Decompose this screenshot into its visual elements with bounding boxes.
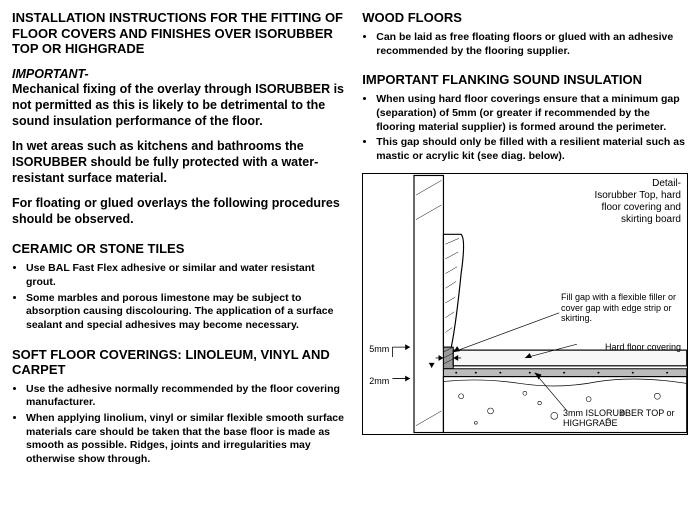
- fill-gap-label: Fill gap with a flexible filler or cover…: [561, 292, 681, 323]
- list-item: Use the adhesive normally recommended by…: [26, 383, 344, 410]
- list-item: When using hard floor coverings ensure t…: [376, 93, 688, 134]
- soft-heading: SOFT FLOOR COVERINGS: LINOLEUM, VINYL AN…: [12, 347, 344, 377]
- main-title: INSTALLATION INSTRUCTIONS FOR THE FITTIN…: [12, 10, 344, 57]
- dim-5mm-label: 5mm: [369, 344, 389, 354]
- list-item: Some marbles and porous limestone may be…: [26, 292, 344, 333]
- list-item: Use BAL Fast Flex adhesive or similar an…: [26, 262, 344, 289]
- isorubber-label: 3mm ISLORUBBER TOP or HIGHGRADE: [563, 409, 683, 429]
- flanking-list: When using hard floor coverings ensure t…: [362, 93, 688, 163]
- ceramic-list: Use BAL Fast Flex adhesive or similar an…: [12, 262, 344, 332]
- wood-heading: WOOD FLOORS: [362, 10, 688, 25]
- list-item: Can be laid as free floating floors or g…: [376, 31, 688, 58]
- ceramic-heading: CERAMIC OR STONE TILES: [12, 241, 344, 256]
- wet-areas-text: In wet areas such as kitchens and bathro…: [12, 139, 344, 186]
- wood-list: Can be laid as free floating floors or g…: [362, 31, 688, 58]
- hard-floor-label: Hard floor covering: [605, 342, 681, 352]
- flanking-heading: IMPORTANT FLANKING SOUND INSULATION: [362, 72, 688, 87]
- dim-2mm-label: 2mm: [369, 376, 389, 386]
- floating-text: For floating or glued overlays the follo…: [12, 196, 344, 227]
- important-label: IMPORTANT-: [12, 67, 89, 81]
- soft-list: Use the adhesive normally recommended by…: [12, 383, 344, 467]
- list-item: When applying linolium, vinyl or similar…: [26, 412, 344, 467]
- important-text: Mechanical fixing of the overlay through…: [12, 82, 344, 127]
- list-item: This gap should only be filled with a re…: [376, 136, 688, 163]
- detail-diagram: Detail-Isorubber Top, hardfloor covering…: [362, 173, 688, 435]
- important-block: IMPORTANT- Mechanical fixing of the over…: [12, 67, 344, 130]
- diagram-title: Detail-Isorubber Top, hardfloor covering…: [594, 178, 681, 226]
